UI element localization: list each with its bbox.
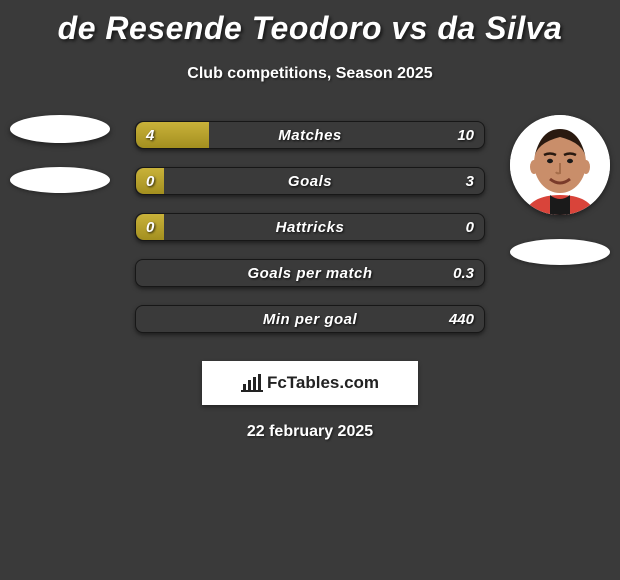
- page-title: de Resende Teodoro vs da Silva: [0, 0, 620, 47]
- bar-label: Matches: [136, 122, 484, 148]
- stat-row-goals: 0 Goals 3: [135, 167, 485, 195]
- comparison-panel: 4 Matches 10 0 Goals 3 0 Hattricks 0 Goa…: [0, 121, 620, 441]
- bar-value-right: 440: [449, 306, 474, 332]
- player-left-avatar: [10, 115, 110, 143]
- bar-value-right: 0.3: [453, 260, 474, 286]
- stat-row-min-per-goal: Min per goal 440: [135, 305, 485, 333]
- stat-row-goals-per-match: Goals per match 0.3: [135, 259, 485, 287]
- player-right-column: [500, 115, 620, 265]
- subtitle: Club competitions, Season 2025: [0, 65, 620, 83]
- bar-label: Hattricks: [136, 214, 484, 240]
- player-left-name-pill: [10, 167, 110, 193]
- avatar-face-icon: [510, 115, 610, 215]
- player-left-column: [0, 115, 120, 193]
- stat-bars: 4 Matches 10 0 Goals 3 0 Hattricks 0 Goa…: [135, 121, 485, 333]
- date-label: 22 february 2025: [0, 423, 620, 441]
- bar-label: Min per goal: [136, 306, 484, 332]
- bar-value-right: 10: [457, 122, 474, 148]
- brand-badge: FcTables.com: [202, 361, 418, 405]
- bar-value-right: 0: [466, 214, 474, 240]
- bar-value-right: 3: [466, 168, 474, 194]
- player-right-avatar: [510, 115, 610, 215]
- bar-label: Goals per match: [136, 260, 484, 286]
- bar-chart-icon: [241, 374, 263, 392]
- stat-row-hattricks: 0 Hattricks 0: [135, 213, 485, 241]
- player-right-name-pill: [510, 239, 610, 265]
- stat-row-matches: 4 Matches 10: [135, 121, 485, 149]
- brand-text: FcTables.com: [267, 373, 379, 393]
- bar-label: Goals: [136, 168, 484, 194]
